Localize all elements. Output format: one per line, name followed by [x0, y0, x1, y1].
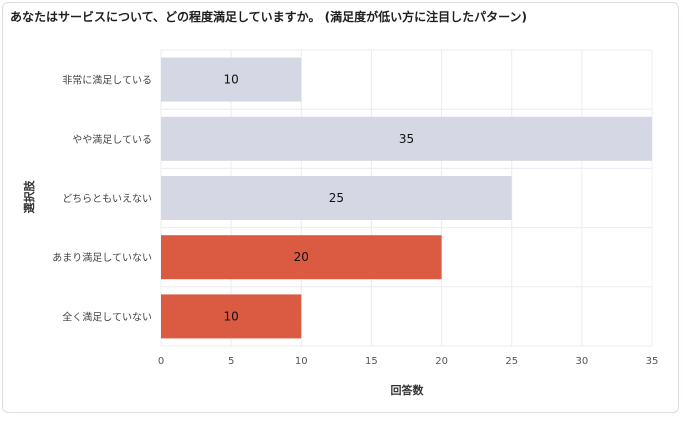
bar-value-label: 35 [399, 132, 414, 146]
bar-3 [161, 235, 442, 280]
x-tick-labels: 0 5 10 15 20 25 30 35 [158, 356, 659, 367]
category-labels: 非常に満足しているやや満足しているどちらともいえないあまり満足していない全く満足… [52, 74, 152, 324]
category-label: あまり満足していない [52, 252, 152, 264]
x-axis-label: 回答数 [391, 383, 425, 397]
x-tick-label: 20 [435, 356, 448, 367]
bar-0 [161, 57, 302, 102]
bar-value-label: 20 [294, 250, 309, 264]
bar-value-label: 10 [224, 309, 239, 323]
bar-value-label: 10 [224, 73, 239, 87]
x-tick-label: 30 [575, 356, 588, 367]
category-label: どちらともいえない [62, 193, 152, 205]
category-label: やや満足している [72, 134, 152, 146]
category-label: 非常に満足している [62, 74, 152, 87]
category-label: 全く満足していない [62, 310, 152, 323]
x-tick-label: 0 [158, 356, 164, 367]
chart-title: あなたはサービスについて、どの程度満足していますか。 (満足度が低い方に注目した… [10, 10, 527, 24]
x-tick-label: 5 [228, 356, 234, 367]
gridlines [160, 49, 653, 347]
bar-4 [161, 294, 302, 339]
bars: 10 35 25 20 10 [161, 57, 652, 339]
x-tick-label: 10 [295, 356, 308, 367]
bar-1 [161, 116, 652, 161]
x-tick-label: 25 [505, 356, 518, 367]
bar-2 [161, 176, 512, 220]
bar-value-label: 25 [329, 191, 344, 205]
x-tick-label: 15 [365, 356, 378, 367]
y-axis-label: 選択肢 [22, 180, 36, 214]
x-tick-label: 35 [646, 356, 659, 367]
